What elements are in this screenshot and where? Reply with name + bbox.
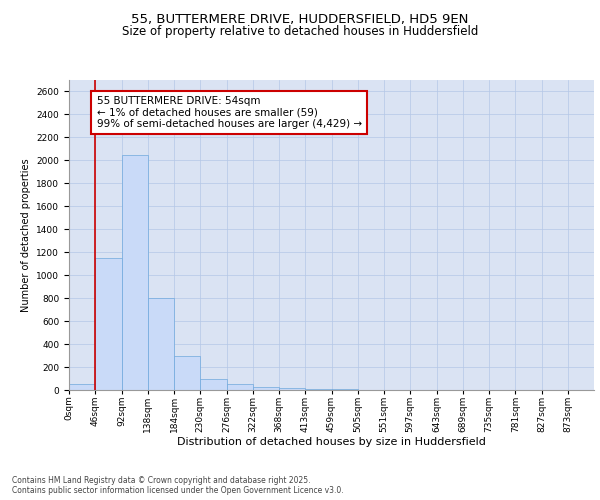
Text: 55 BUTTERMERE DRIVE: 54sqm
← 1% of detached houses are smaller (59)
99% of semi-: 55 BUTTERMERE DRIVE: 54sqm ← 1% of detac… xyxy=(97,96,362,130)
Y-axis label: Number of detached properties: Number of detached properties xyxy=(21,158,31,312)
Text: 55, BUTTERMERE DRIVE, HUDDERSFIELD, HD5 9EN: 55, BUTTERMERE DRIVE, HUDDERSFIELD, HD5 … xyxy=(131,12,469,26)
Text: Contains HM Land Registry data © Crown copyright and database right 2025.
Contai: Contains HM Land Registry data © Crown c… xyxy=(12,476,344,495)
Text: Size of property relative to detached houses in Huddersfield: Size of property relative to detached ho… xyxy=(122,25,478,38)
Bar xyxy=(95,258,121,390)
Bar xyxy=(279,388,305,390)
Bar xyxy=(148,298,174,390)
Bar xyxy=(200,378,227,390)
Bar xyxy=(253,386,279,390)
X-axis label: Distribution of detached houses by size in Huddersfield: Distribution of detached houses by size … xyxy=(177,438,486,448)
Bar xyxy=(121,154,148,390)
Bar xyxy=(174,356,200,390)
Bar xyxy=(305,389,331,390)
Bar xyxy=(69,384,95,390)
Bar xyxy=(227,384,253,390)
